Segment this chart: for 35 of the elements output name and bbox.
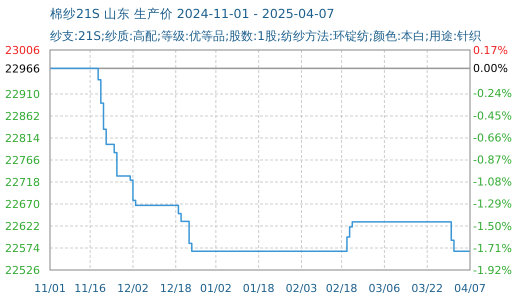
x-tick-label: 11/16	[74, 282, 106, 295]
y2-tick-label: -1.71%	[473, 242, 512, 255]
y-tick-label: 23006	[5, 44, 40, 57]
y-tick-label: 22862	[5, 110, 40, 123]
y-tick-label: 22766	[5, 154, 40, 167]
y2-tick-label: -0.45%	[473, 109, 512, 122]
x-tick-label: 01/02	[200, 282, 232, 295]
y-tick-label: 22670	[5, 198, 40, 211]
x-tick-label: 12/02	[117, 282, 149, 295]
chart-subtitle: 纱支:21S;纱质:高配;等级:优等品;股数:1股;纺纱方法:环锭纺;颜色:本白;用途:针织	[50, 29, 482, 43]
y2-tick-label: 0.17%	[473, 44, 508, 57]
y2-tick-label: -0.66%	[473, 131, 512, 144]
y-tick-label: 22622	[5, 220, 40, 233]
y-tick-label: 22966	[5, 62, 40, 76]
x-tick-label: 04/07	[454, 282, 486, 295]
y-tick-label: 22910	[5, 88, 40, 101]
y-tick-label: 22718	[5, 176, 40, 189]
y2-tick-label: -1.08%	[473, 176, 512, 189]
x-tick-label: 02/18	[326, 282, 358, 295]
y2-tick-label: -1.50%	[473, 220, 512, 233]
y2-tick-label: -1.92%	[473, 264, 512, 277]
x-tick-label: 03/22	[411, 282, 444, 295]
x-tick-label: 03/06	[368, 282, 400, 295]
y2-tick-label: -1.29%	[473, 198, 512, 211]
x-tick-label: 12/18	[160, 282, 192, 295]
chart-title: 棉纱21S 山东 生产价 2024-11-01 - 2025-04-07	[50, 6, 335, 21]
y2-tick-label: 0.00%	[473, 62, 508, 75]
x-tick-label: 11/01	[34, 282, 66, 295]
y2-tick-label: -0.24%	[473, 87, 512, 100]
y2-tick-label: -0.87%	[473, 153, 512, 166]
y-tick-label: 22526	[5, 264, 40, 277]
x-tick-label: 02/03	[286, 282, 318, 295]
y-tick-label: 22574	[5, 242, 40, 255]
x-tick-label: 01/18	[242, 282, 275, 295]
y-tick-label: 22814	[5, 132, 40, 145]
